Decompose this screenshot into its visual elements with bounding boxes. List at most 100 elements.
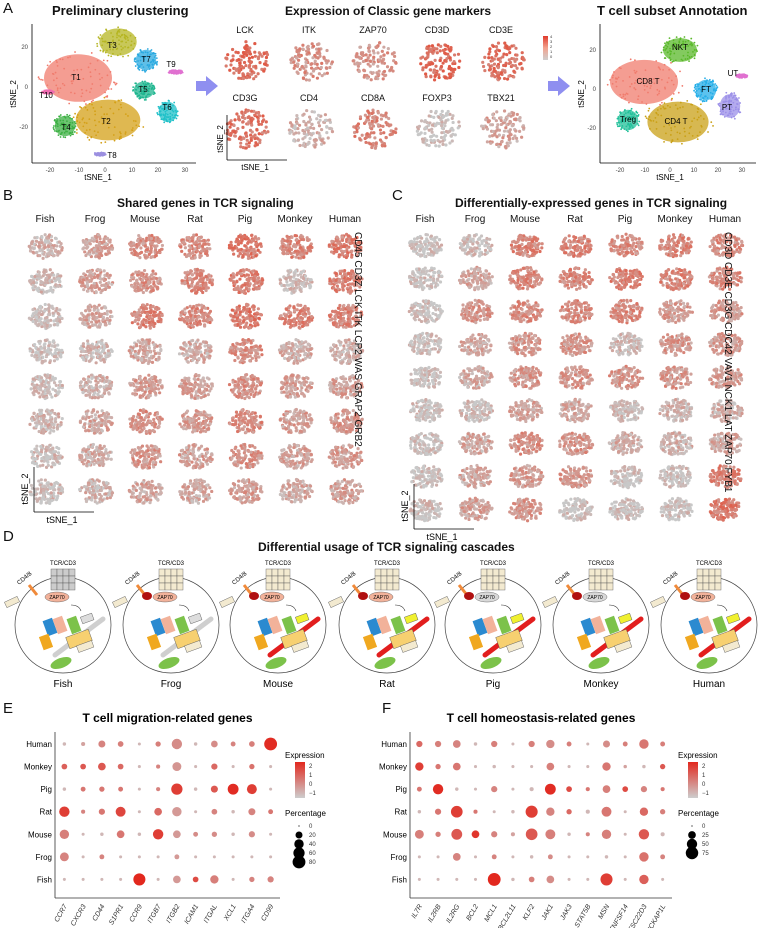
dot-pig-ccr7 (62, 787, 67, 791)
grb2-shape (480, 656, 502, 670)
arrow-icon (196, 76, 218, 96)
tsne-nck1-frog (458, 398, 495, 423)
panel-d-title: Differential usage of TCR signaling casc… (258, 540, 515, 554)
tsne-itk-pig (228, 338, 264, 365)
species-column-label: Pig (617, 214, 633, 225)
cd48-label: CD4/8 (554, 571, 571, 587)
dot-fish-klf2 (528, 876, 535, 883)
dot-rat-bcl2 (473, 809, 478, 814)
zap70-shape (259, 591, 285, 603)
tsne-vav1-fish (409, 365, 443, 389)
marker-gene-label: CD8A (360, 93, 385, 103)
tsne-grb2-frog (78, 478, 115, 505)
zap70-shape (690, 591, 716, 603)
species-column-label: Pig (237, 214, 253, 225)
dot-rat-il2rg (450, 805, 463, 818)
tsne-was-mouse (128, 408, 164, 435)
y-tick-label: Fish (37, 875, 52, 884)
x-axis-label: tSNE_1 (46, 515, 77, 525)
species-label: Frog (161, 679, 182, 690)
tsne-cd3e-monkey (659, 267, 694, 292)
tsne-lck-human (327, 303, 364, 329)
dot-mouse-bcl2 (471, 830, 480, 839)
dot-fish-itgb7 (156, 877, 160, 881)
dot-monkey-jak3 (567, 765, 571, 769)
plcg1-shape (400, 640, 419, 653)
dot-pig-nckap1l (660, 787, 665, 792)
dot-fish-jak3 (567, 877, 571, 881)
skap-shape (4, 596, 20, 608)
dot-rat-tnfsf14 (623, 810, 627, 814)
tsne-lck-frog (78, 303, 114, 329)
cluster-label: T5 (138, 85, 148, 94)
tsne-cd3g-monkey (658, 299, 694, 325)
dot-frog-icam1 (194, 855, 198, 859)
x-tick-label: 0 (668, 168, 672, 174)
gads-shape (146, 633, 162, 651)
dot-human-klf2 (528, 740, 535, 748)
subset-label: FT (701, 85, 711, 94)
dot-rat-xcl1 (231, 809, 235, 814)
gads-shape (576, 633, 592, 651)
x-tick-label: IL7R (411, 904, 424, 920)
marker-gene-label: FOXP3 (422, 93, 452, 103)
itk-shape (510, 612, 525, 625)
x-tick-label: MCL1 (484, 903, 499, 923)
cd48-label: CD4/8 (340, 571, 357, 587)
cluster-t10 (41, 89, 55, 95)
tsne-cd3g-fish (407, 299, 444, 325)
skap-shape (542, 596, 558, 608)
dot-frog-itgal (212, 855, 216, 859)
tsne-zap70-mouse (508, 463, 545, 489)
plcg1-shape (76, 640, 95, 653)
tcr-label: TCR/CD3 (50, 561, 77, 567)
skap-shape (650, 596, 666, 608)
species-column-label: Frog (84, 214, 106, 225)
tsne-lat-pig (607, 430, 644, 456)
tsne-lck-pig (229, 302, 263, 330)
cd48-label: CD4/8 (124, 571, 141, 587)
tsne-was-pig (227, 408, 264, 435)
subset-label: UT (728, 69, 739, 78)
tsne-fyb1-mouse (508, 497, 543, 523)
marker-tsne-cd3d (419, 43, 462, 82)
tsne-fyb1-frog (458, 496, 494, 522)
tsne-grap2-human (327, 443, 364, 470)
legend-percentage-tick: 20 (309, 833, 316, 839)
clustering-title: Preliminary clustering (52, 3, 189, 18)
itk-shape (295, 612, 310, 625)
cdc42-shape (267, 615, 283, 635)
subset-treg (616, 107, 641, 133)
x-tick-label: 20 (155, 168, 162, 174)
dot-mouse-ccr7 (59, 829, 70, 839)
dot-frog-cd44 (99, 854, 105, 860)
dot-fish-nckap1l (661, 877, 665, 881)
legend-percentage-dot (691, 825, 693, 827)
marker-tsne-tbx21 (480, 109, 526, 150)
dot-frog-xcl1 (231, 855, 235, 859)
tsne-cd3e-pig (608, 266, 644, 291)
legend-tick: 2 (550, 44, 553, 49)
x-tick-label: IL2RG (445, 903, 461, 925)
legend-tick: 4 (550, 34, 553, 39)
y-axis-label: tSNE_2 (20, 473, 30, 504)
dot-mouse-jak1 (545, 829, 556, 840)
cd48-label: CD4/8 (16, 571, 33, 587)
dot-rat-il2rb (434, 808, 442, 815)
tsne-cdc42-mouse (507, 331, 542, 358)
subset-cd4-t (644, 97, 714, 145)
dotplot-svg: T cell homeostasis-related genes Human Mon… (379, 711, 719, 928)
itk-shape (618, 612, 633, 625)
dot-fish-ccr7 (62, 877, 66, 881)
tsne-fyb1-human (708, 497, 741, 522)
dot-frog-jak3 (567, 855, 571, 859)
zap70-shape (152, 591, 178, 603)
subset-pt (717, 91, 742, 120)
gene-row-labels: CD3D CD3E CD3G CDC42 VAV1 NCK1 LAT ZAP70… (722, 232, 733, 493)
vav1-shape (496, 615, 512, 635)
tsne-lat-rat (558, 431, 595, 457)
dot-fish-cd44 (100, 877, 104, 881)
tsne-was-rat (178, 409, 214, 434)
dot-frog-il7r (417, 855, 421, 859)
legend-percentage-tick: 40 (309, 842, 316, 848)
